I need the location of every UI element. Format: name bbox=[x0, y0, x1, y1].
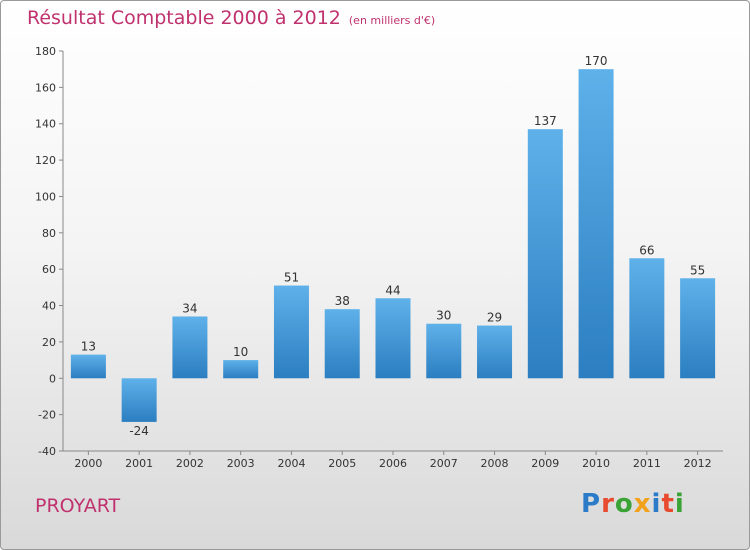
data-label: 66 bbox=[639, 243, 654, 257]
bar-2012 bbox=[680, 278, 716, 379]
x-tick-label: 2009 bbox=[531, 457, 559, 470]
commune-name: PROYART bbox=[35, 495, 121, 517]
logo-letter: i bbox=[651, 489, 662, 519]
bar-2011 bbox=[629, 258, 665, 379]
y-tick-label: -40 bbox=[38, 445, 56, 458]
logo-letter: r bbox=[601, 489, 615, 519]
bar-2001 bbox=[121, 378, 157, 422]
chart-subtitle: (en milliers d'€) bbox=[348, 14, 436, 27]
bar-2000 bbox=[70, 354, 106, 379]
logo-letter: i bbox=[674, 489, 685, 519]
y-tick-label: 100 bbox=[35, 190, 56, 203]
bar-2002 bbox=[172, 316, 208, 379]
x-tick-label: 2004 bbox=[277, 457, 305, 470]
bar-2010 bbox=[578, 69, 614, 379]
y-tick-label: 40 bbox=[42, 300, 56, 313]
data-label: 55 bbox=[690, 263, 705, 277]
data-label: -24 bbox=[129, 424, 149, 438]
x-tick-label: 2005 bbox=[328, 457, 356, 470]
y-tick-label: 60 bbox=[42, 263, 56, 276]
logo-letter: o bbox=[614, 489, 634, 519]
x-tick-label: 2008 bbox=[481, 457, 509, 470]
data-label: 30 bbox=[436, 309, 451, 323]
data-label: 34 bbox=[182, 301, 197, 315]
y-tick-label: 20 bbox=[42, 336, 56, 349]
y-tick-label: 180 bbox=[35, 45, 56, 58]
bar-2009 bbox=[527, 129, 563, 379]
data-label: 38 bbox=[335, 294, 350, 308]
y-tick-label: 140 bbox=[35, 118, 56, 131]
x-tick-label: 2001 bbox=[125, 457, 153, 470]
bar-2008 bbox=[477, 325, 513, 379]
y-tick-label: 80 bbox=[42, 227, 56, 240]
y-tick-label: 160 bbox=[35, 81, 56, 94]
y-tick-label: -20 bbox=[38, 409, 56, 422]
y-tick-label: 120 bbox=[35, 154, 56, 167]
x-tick-label: 2006 bbox=[379, 457, 407, 470]
x-tick-label: 2007 bbox=[430, 457, 458, 470]
title-line: Résultat Comptable 2000 à 2012 (en millie… bbox=[27, 7, 435, 29]
bar-2007 bbox=[426, 323, 462, 379]
bar-2005 bbox=[324, 309, 360, 379]
x-tick-label: 2002 bbox=[176, 457, 204, 470]
logo-letter: t bbox=[661, 489, 675, 519]
data-label: 10 bbox=[233, 345, 248, 359]
x-tick-label: 2010 bbox=[582, 457, 610, 470]
bar-2006 bbox=[375, 298, 411, 379]
data-label: 29 bbox=[487, 311, 502, 325]
logo-letter: x bbox=[633, 489, 652, 519]
x-tick-label: 2012 bbox=[684, 457, 712, 470]
data-label: 137 bbox=[534, 114, 557, 128]
bar-2004 bbox=[273, 285, 309, 379]
x-tick-label: 2000 bbox=[74, 457, 102, 470]
bar-2003 bbox=[223, 360, 259, 379]
data-label: 51 bbox=[284, 271, 299, 285]
x-tick-label: 2003 bbox=[227, 457, 255, 470]
data-label: 13 bbox=[81, 340, 96, 354]
data-label: 44 bbox=[385, 283, 400, 297]
x-tick-label: 2011 bbox=[633, 457, 661, 470]
data-label: 170 bbox=[585, 54, 608, 68]
chart-title: Résultat Comptable 2000 à 2012 bbox=[27, 7, 341, 29]
proxiti-logo: Proxiti bbox=[581, 489, 685, 519]
logo-letter: P bbox=[581, 489, 602, 519]
y-tick-label: 0 bbox=[49, 372, 56, 385]
